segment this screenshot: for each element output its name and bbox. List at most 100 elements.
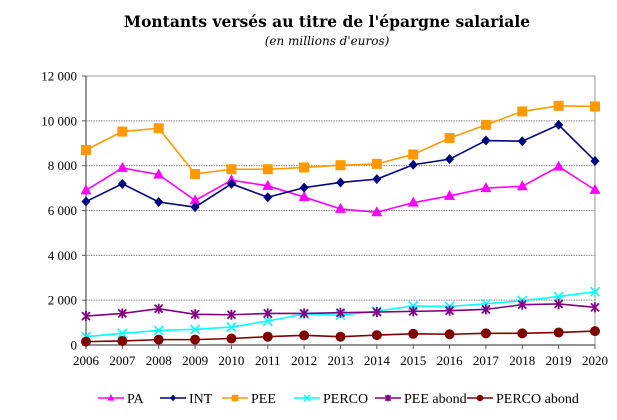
data-point-pee bbox=[371, 158, 382, 169]
data-point-pa bbox=[262, 179, 274, 190]
legend-label: PEE abond bbox=[404, 392, 467, 407]
legend-item-perco: PERCO bbox=[294, 392, 368, 407]
data-point-pee-abond bbox=[263, 308, 273, 319]
data-point-pee bbox=[190, 168, 201, 179]
data-point-perco bbox=[153, 325, 164, 336]
data-point-int bbox=[226, 178, 236, 189]
data-point-pa bbox=[371, 206, 383, 217]
data-point-pee bbox=[117, 126, 128, 137]
legend-label: PA bbox=[127, 392, 145, 407]
series-pee-abond bbox=[81, 298, 600, 322]
data-point-int bbox=[554, 119, 564, 130]
data-point-pee bbox=[81, 144, 91, 155]
data-point-perco-abond bbox=[299, 330, 310, 341]
data-point-pa bbox=[116, 161, 128, 172]
data-point-int bbox=[299, 182, 309, 193]
data-point-int bbox=[372, 174, 382, 185]
x-tick-label: 2015 bbox=[400, 353, 426, 368]
data-point-int bbox=[336, 177, 345, 188]
x-tick-label: 2013 bbox=[328, 353, 354, 368]
data-point-perco-abond bbox=[480, 328, 491, 339]
legend-marker bbox=[303, 394, 311, 402]
data-point-int bbox=[445, 154, 455, 165]
legend-marker bbox=[384, 394, 392, 402]
data-point-pee bbox=[553, 100, 564, 111]
data-point-perco-abond bbox=[371, 330, 382, 341]
legend-label: PEE bbox=[251, 392, 276, 407]
y-axis-ticks: 0 2 000 4 000 6 000 8 000 10 000 12 000 bbox=[41, 69, 86, 353]
y-tick-label: 8 000 bbox=[48, 158, 77, 173]
x-tick-label: 2016 bbox=[437, 353, 464, 368]
data-point-pa bbox=[153, 168, 165, 179]
x-tick-label: 2014 bbox=[364, 353, 391, 368]
data-point-pee bbox=[590, 101, 600, 112]
data-point-pee-abond bbox=[154, 303, 164, 314]
data-point-pee bbox=[262, 164, 273, 175]
legend-item-int: INT bbox=[160, 392, 213, 407]
data-point-pee-abond bbox=[517, 299, 527, 310]
data-point-int bbox=[481, 135, 491, 146]
data-point-pee-abond bbox=[117, 308, 127, 319]
data-point-pee bbox=[480, 119, 491, 130]
data-point-pee-abond bbox=[408, 306, 418, 317]
x-tick-label: 2009 bbox=[182, 353, 208, 368]
legend-item-pee-abond: PEE abond bbox=[375, 392, 467, 407]
data-point-pa bbox=[407, 196, 419, 207]
data-point-pee bbox=[299, 162, 310, 173]
data-point-perco-abond bbox=[190, 334, 201, 345]
data-point-perco bbox=[262, 315, 273, 327]
series-pee bbox=[81, 100, 600, 179]
x-tick-label: 2012 bbox=[291, 353, 317, 368]
data-point-perco-abond bbox=[153, 334, 164, 345]
data-point-perco bbox=[117, 328, 128, 339]
y-tick-label: 6 000 bbox=[48, 203, 77, 218]
data-point-pee-abond bbox=[190, 309, 200, 320]
y-tick-label: 10 000 bbox=[41, 113, 77, 128]
series-perco-abond bbox=[81, 326, 600, 347]
data-point-int bbox=[81, 196, 91, 207]
legend-label: PERCO bbox=[323, 392, 368, 407]
data-point-int bbox=[517, 136, 527, 147]
legend: PA INT PEE PERCO PEE abond PERCO abond bbox=[98, 392, 579, 407]
legend-marker bbox=[170, 394, 176, 402]
y-tick-label: 12 000 bbox=[41, 69, 77, 84]
chart-title: Montants versés au titre de l'épargne sa… bbox=[124, 12, 530, 31]
data-point-perco-abond bbox=[81, 336, 91, 347]
legend-label: INT bbox=[189, 392, 213, 407]
data-point-int bbox=[408, 159, 418, 170]
legend-item-pee: PEE bbox=[222, 392, 276, 407]
data-point-pee-abond bbox=[81, 311, 91, 322]
data-point-pa bbox=[80, 184, 92, 195]
data-point-perco-abond bbox=[517, 328, 528, 339]
legend-item-perco-abond: PERCO abond bbox=[467, 392, 579, 407]
data-point-perco-abond bbox=[226, 333, 237, 344]
data-point-perco bbox=[226, 322, 237, 333]
data-point-pee bbox=[335, 160, 346, 171]
data-point-pee bbox=[226, 164, 237, 175]
data-point-perco bbox=[589, 286, 601, 297]
data-point-pa bbox=[516, 180, 528, 191]
data-point-pee bbox=[444, 133, 455, 144]
y-tick-label: 0 bbox=[71, 338, 78, 353]
x-tick-label: 2020 bbox=[582, 353, 608, 368]
data-point-pee-abond bbox=[444, 305, 455, 316]
data-point-int bbox=[263, 192, 273, 203]
data-point-perco-abond bbox=[444, 329, 455, 340]
data-point-pee bbox=[408, 149, 419, 160]
data-point-pa bbox=[335, 202, 346, 213]
chart-subtitle: (en millions d'euros) bbox=[265, 34, 390, 48]
data-point-pee bbox=[153, 123, 164, 134]
x-tick-label: 2017 bbox=[473, 353, 500, 368]
data-point-pa bbox=[444, 189, 456, 200]
data-point-perco-abond bbox=[335, 331, 346, 342]
series-int bbox=[81, 119, 600, 213]
x-tick-label: 2018 bbox=[509, 353, 535, 368]
data-point-perco-abond bbox=[262, 331, 273, 342]
data-point-int bbox=[590, 155, 600, 166]
y-tick-label: 2 000 bbox=[48, 293, 77, 308]
x-tick-label: 2019 bbox=[546, 353, 572, 368]
data-point-pee-abond bbox=[226, 309, 237, 320]
data-point-pa bbox=[480, 182, 492, 193]
x-axis-ticks: 2006 2007 2008 2009 2010 2011 2012 2013 2014 2015… bbox=[73, 345, 608, 368]
